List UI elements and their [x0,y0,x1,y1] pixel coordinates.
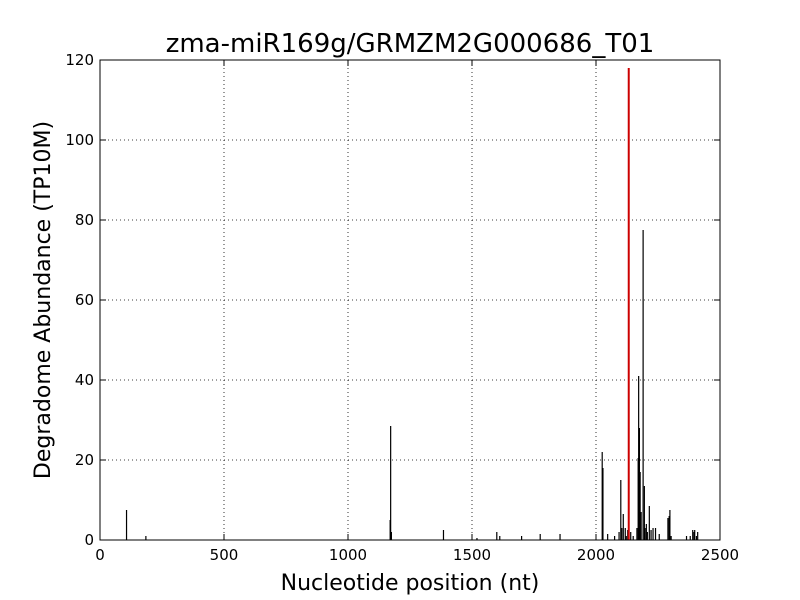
bars-group [125,68,699,540]
y-tick-label: 20 [75,451,94,469]
x-tick-label: 1000 [329,546,367,564]
y-tick-label: 60 [75,291,94,309]
y-tick-label: 100 [65,131,94,149]
x-tick-label: 0 [95,546,105,564]
y-axis-label: Degradome Abundance (TP10M) [31,121,56,479]
x-tick-label: 1500 [453,546,491,564]
y-ticks: 0 20 40 60 80 100 120 [65,51,720,549]
x-tick-label: 2500 [701,546,739,564]
y-tick-label: 0 [84,531,94,549]
y-tick-label: 120 [65,51,94,69]
grid-lines [100,60,720,540]
x-tick-label: 500 [210,546,239,564]
y-tick-label: 40 [75,371,94,389]
chart-title: zma-miR169g/GRMZM2G000686_T01 [166,29,655,59]
x-ticks: 0 500 1000 1500 2000 2500 [95,60,739,564]
y-tick-label: 80 [75,211,94,229]
x-tick-label: 2000 [577,546,615,564]
x-axis-label: Nucleotide position (nt) [281,571,540,596]
